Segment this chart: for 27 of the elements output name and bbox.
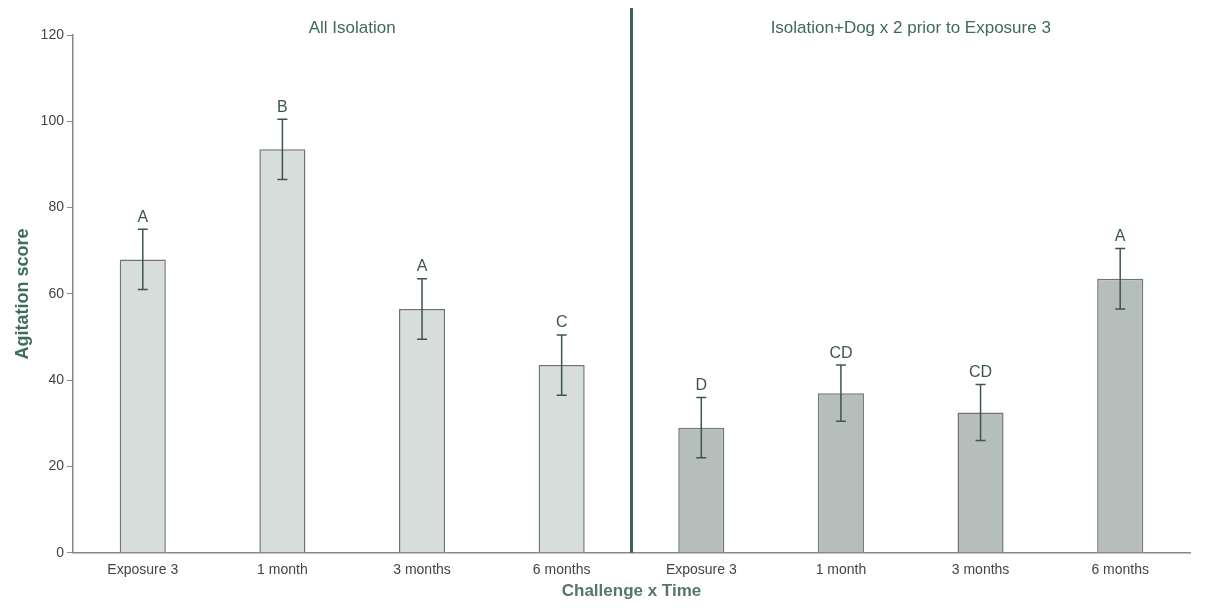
y-tick-label: 40: [48, 371, 65, 388]
x-tick-label: Exposure 3: [665, 561, 737, 578]
data-label: CD: [969, 362, 993, 380]
data-label: D: [695, 375, 708, 393]
data-label: A: [416, 257, 428, 275]
y-axis-title: Agitation score: [11, 228, 32, 360]
data-label: B: [277, 97, 288, 115]
data-label: A: [137, 207, 149, 225]
x-tick-label: 3 months: [393, 561, 451, 578]
annotation: All Isolation: [308, 18, 396, 38]
x-tick-label: 1 month: [257, 561, 308, 578]
x-axis-title: Challenge x Time: [561, 581, 702, 601]
y-tick-label: 20: [48, 457, 65, 474]
x-tick-label: 6 months: [1091, 561, 1149, 578]
data-label: A: [1114, 227, 1126, 244]
annotation: Isolation+Dog x 2 prior to Exposure 3: [770, 18, 1051, 38]
y-tick-label: 80: [48, 198, 65, 215]
x-tick-label: Exposure 3: [107, 561, 179, 578]
data-label: C: [555, 313, 568, 331]
x-tick-label: 3 months: [951, 561, 1010, 578]
data-label: CD: [829, 343, 853, 361]
y-tick-label: 0: [56, 543, 65, 560]
y-tick-label: 60: [48, 284, 65, 301]
x-tick-label: 1 month: [815, 561, 867, 578]
x-tick-label: 6 months: [532, 561, 591, 578]
y-tick-label: 120: [40, 25, 65, 42]
y-tick-label: 100: [40, 112, 65, 129]
